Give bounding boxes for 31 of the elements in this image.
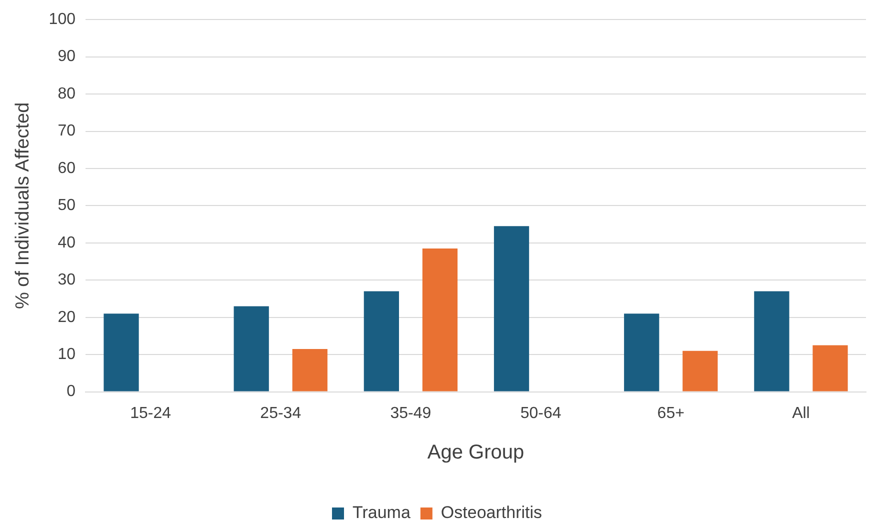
x-axis-title: Age Group <box>427 442 524 464</box>
x-tick-label: 25-34 <box>260 404 302 422</box>
bar <box>494 226 530 392</box>
bar <box>812 345 848 392</box>
y-tick-label: 30 <box>58 272 76 289</box>
bar <box>422 248 458 392</box>
y-tick-label: 60 <box>58 160 76 177</box>
bar <box>292 348 328 392</box>
x-tick-label: 50-64 <box>520 404 562 422</box>
bar <box>234 306 269 392</box>
y-tick-label: 80 <box>58 85 76 102</box>
y-tick-label: 90 <box>58 48 76 66</box>
x-tick-label: 15-24 <box>130 404 172 422</box>
y-tick-label: 0 <box>66 383 76 400</box>
bar <box>682 350 718 392</box>
y-tick-label: 40 <box>58 234 76 252</box>
bar <box>364 291 399 392</box>
y-tick-label: 70 <box>58 122 76 140</box>
x-tick-label: 35-49 <box>390 404 432 422</box>
legend-label: Osteoarthritis <box>440 503 542 522</box>
y-tick-label: 20 <box>58 308 76 326</box>
x-tick-label: All <box>792 404 810 422</box>
legend-label: Trauma <box>352 503 411 522</box>
y-axis-title: % of Individuals Affected <box>12 102 34 310</box>
x-tick-label: 65+ <box>657 404 684 422</box>
y-tick-label: 10 <box>58 346 76 363</box>
bar <box>624 314 660 392</box>
bar <box>104 314 139 392</box>
y-tick-label: 50 <box>58 197 76 214</box>
bar <box>754 291 790 392</box>
y-tick-label: 100 <box>48 11 76 28</box>
